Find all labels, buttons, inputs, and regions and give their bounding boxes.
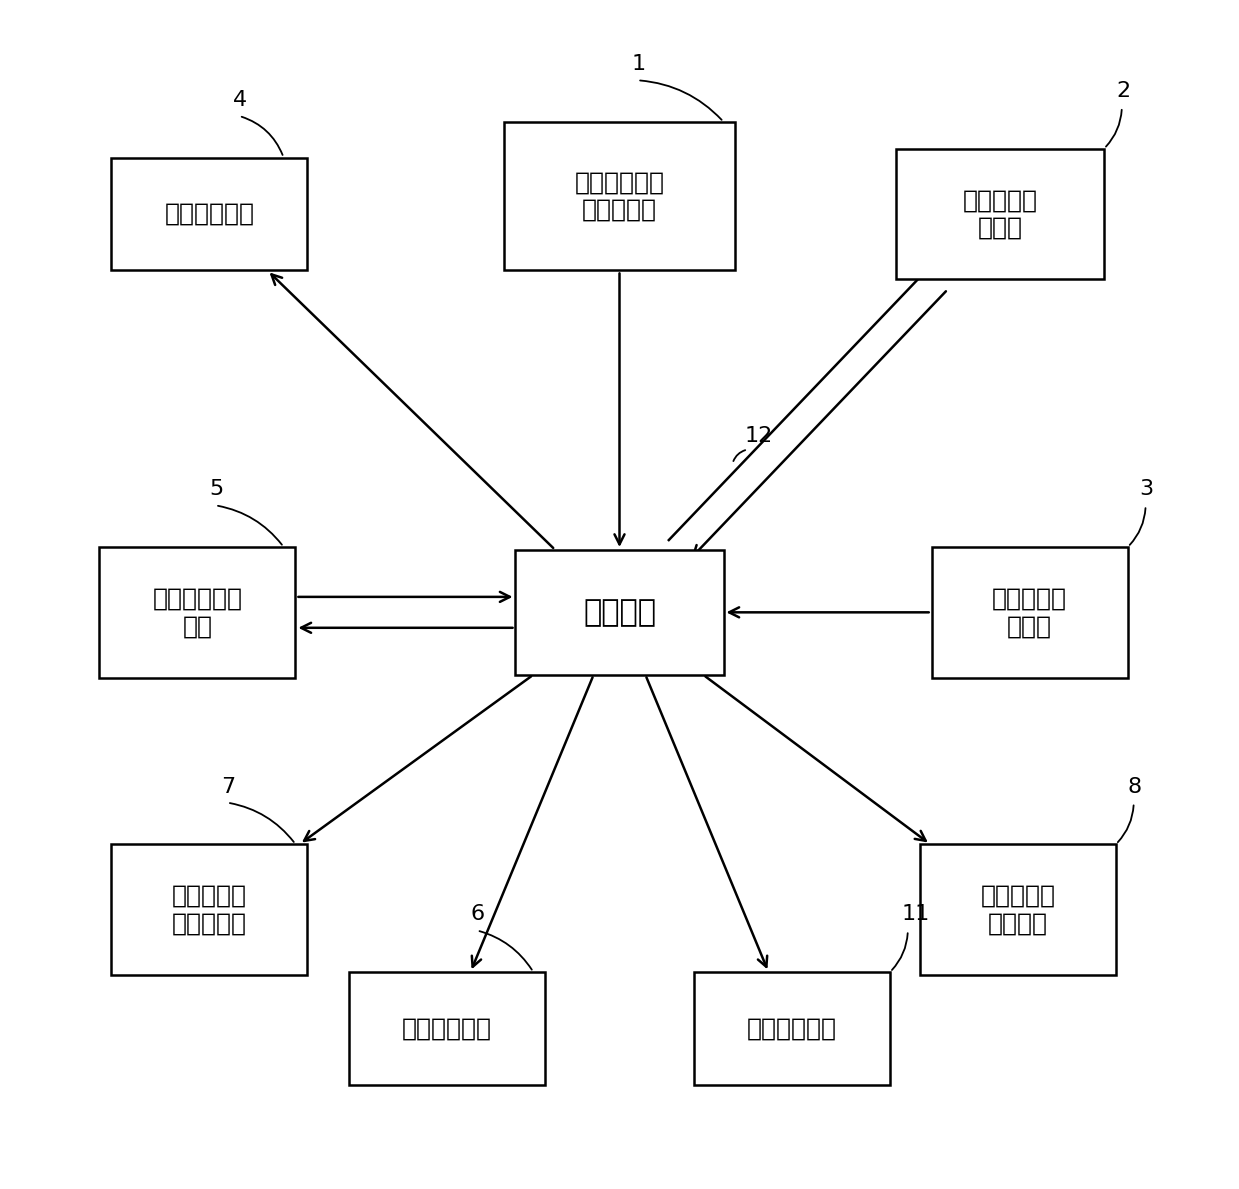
Text: 短信发送装置: 短信发送装置 [403, 1017, 492, 1040]
Text: 5: 5 [209, 479, 223, 499]
Text: 车主汽车定
位装置: 车主汽车定 位装置 [992, 586, 1067, 638]
Text: 2: 2 [1116, 81, 1130, 101]
Text: 12: 12 [745, 426, 773, 446]
Text: 停车场出车
情况数据库: 停车场出车 情况数据库 [172, 883, 247, 936]
Bar [112, 158, 307, 271]
Text: 11: 11 [902, 905, 930, 925]
Text: 4: 4 [233, 90, 248, 111]
Text: 1: 1 [632, 55, 646, 74]
Bar [919, 844, 1116, 975]
Bar [932, 547, 1127, 678]
Text: 6: 6 [471, 905, 484, 925]
Text: 车主手机号数
据库: 车主手机号数 据库 [152, 586, 243, 638]
Bar [896, 149, 1104, 279]
Bar [515, 549, 724, 675]
Bar [503, 122, 736, 271]
Text: 8: 8 [1127, 776, 1142, 797]
Text: 停车场情况
数据库: 停车场情况 数据库 [963, 188, 1037, 240]
Text: 语音发送装置: 语音发送装置 [747, 1017, 836, 1040]
Bar [99, 547, 295, 678]
Text: 控制终端: 控制终端 [584, 598, 655, 627]
Text: 7: 7 [222, 776, 235, 797]
Bar [112, 844, 307, 975]
Text: 3: 3 [1140, 479, 1154, 499]
Bar [349, 973, 545, 1084]
Bar [694, 973, 890, 1084]
Text: 停车位空缺情
况检测装置: 停车位空缺情 况检测装置 [575, 170, 664, 222]
Text: 路径规划装置: 路径规划装置 [165, 202, 254, 226]
Text: 车主行车速
度数据库: 车主行车速 度数据库 [980, 883, 1056, 936]
